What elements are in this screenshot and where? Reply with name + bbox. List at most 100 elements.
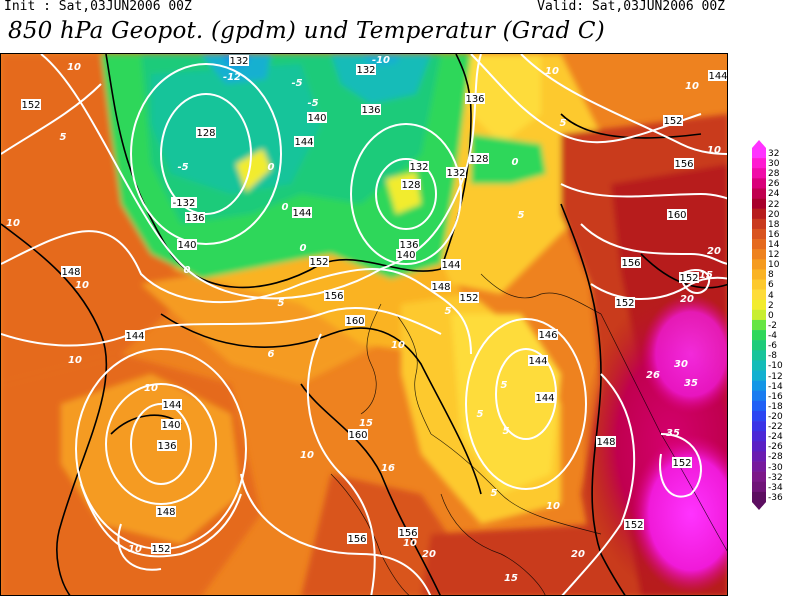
geopotential-label-box [177, 239, 197, 250]
colorbar-cell [752, 158, 766, 169]
geopotential-label-box [401, 179, 421, 190]
colorbar-cell [752, 330, 766, 341]
geopotential-label: 132 [229, 56, 248, 67]
colorbar-label: 12 [768, 250, 780, 261]
temperature-label: 15 [699, 270, 713, 281]
temperature-label: 10 [546, 501, 560, 512]
geopotential-label-box [196, 127, 216, 138]
temperature-label: 10 [67, 62, 81, 73]
geopotential-label-box [469, 153, 489, 164]
geopotential-label: 152 [615, 298, 634, 309]
geopotential-label-box [125, 330, 145, 341]
colorbar-label: -6 [768, 341, 777, 352]
geopotential-label: 156 [621, 258, 640, 269]
geopotential-label-box [157, 440, 177, 451]
colorbar-label: -30 [768, 462, 783, 473]
chart-title: 850 hPa Geopot. (gpdm) und Temperatur (G… [8, 18, 605, 44]
colorbar-label: 22 [768, 199, 780, 210]
colorbar-cell [752, 441, 766, 452]
colorbar-cell [752, 491, 766, 503]
geopotential-label: 146 [538, 330, 557, 341]
colorbar-label: 20 [768, 209, 780, 220]
colorbar-cell [752, 370, 766, 381]
temperature-label: 30 [674, 359, 688, 370]
geopotential-label-box [347, 533, 367, 544]
geopotential-label-box [161, 419, 181, 430]
temperature-label: 5 [445, 306, 452, 317]
geopotential-label-box [307, 112, 327, 123]
colorbar-cell [752, 259, 766, 270]
colorbar-label: -16 [768, 391, 783, 402]
geopotential-label-box [431, 281, 451, 292]
geopotential-label-box [292, 207, 312, 218]
colorbar-label: 18 [768, 219, 780, 230]
temperature-label: 10 [68, 355, 82, 366]
colorbar-label: 4 [768, 290, 774, 301]
geopotential-label: 156 [398, 528, 417, 539]
colorbar-cell [752, 481, 766, 493]
weather-map: 152 132 132 136 140 128 144 132 128 132 128 136 -132… [0, 53, 728, 596]
geopotential-label: 144 [528, 356, 547, 367]
colorbar-label: -24 [768, 432, 783, 443]
geopotential-label: 132 [446, 168, 465, 179]
geopotential-label: 140 [307, 113, 326, 124]
geopotential-label-box [663, 115, 683, 126]
temperature-label: -5 [177, 162, 188, 173]
geopotential-label: 148 [431, 282, 450, 293]
temperature-label: -10 [372, 55, 390, 66]
temperature-label: 20 [422, 549, 436, 560]
geopotential-label: 148 [61, 267, 80, 278]
geopotential-label-box [348, 429, 368, 440]
colorbar-label: -4 [768, 331, 777, 342]
geopotential-label-box [708, 70, 727, 81]
colorbar-bottom-arrow [752, 502, 766, 510]
colorbar-cell [752, 319, 766, 331]
geopotential-label-box [171, 197, 197, 208]
geopotential-label: 148 [596, 437, 615, 448]
colorbar-cell [752, 360, 766, 371]
geopotential-label-box [21, 99, 41, 110]
temperature-label: 16 [381, 463, 395, 474]
colorbar-label: 32 [768, 149, 780, 159]
colorbar-cell [752, 340, 766, 351]
temperature-label: 10 [6, 218, 20, 229]
colorbar-cell [752, 228, 766, 240]
temperature-label: -5 [307, 98, 318, 109]
colorbar-cell [752, 400, 766, 412]
geopotential-label: 136 [399, 240, 418, 251]
colorbar-label: -14 [768, 381, 783, 392]
colorbar-label: -26 [768, 442, 783, 453]
geopotential-label: 156 [324, 291, 343, 302]
colorbar-cell [752, 289, 766, 301]
geopotential-label: 152 [309, 257, 328, 268]
geopotential-label: 152 [672, 458, 691, 469]
colorbar-label: 16 [768, 229, 780, 240]
temperature-label: 15 [504, 573, 518, 584]
geopotential-label-box [399, 239, 419, 250]
geopotential-label: -132 [173, 198, 196, 209]
temperature-label: 0 [512, 157, 519, 168]
geopotential-label: 140 [177, 240, 196, 251]
geopotential-label-box [441, 259, 461, 270]
colorbar-label: 0 [768, 310, 774, 321]
geopotential-label-box [615, 297, 635, 308]
geopotential-label: 160 [667, 210, 686, 221]
colorbar-cell [752, 168, 766, 179]
geopotential-label-box [294, 136, 314, 147]
colorbar-label: -8 [768, 351, 777, 362]
geopotential-label-box [459, 292, 479, 303]
temperature-label: 10 [75, 280, 89, 291]
colorbar-label: -18 [768, 401, 783, 412]
colorbar-label: 14 [768, 240, 780, 251]
temperature-label: 20 [680, 294, 694, 305]
geopotential-label-box [61, 266, 81, 277]
temperature-colorbar [752, 140, 766, 510]
colorbar-cell [752, 178, 766, 189]
geopotential-label-box [361, 104, 381, 115]
colorbar-cell [752, 269, 766, 280]
geopotential-label: 144 [292, 208, 311, 219]
colorbar-cell [752, 249, 766, 260]
geopotential-label: 140 [396, 250, 415, 261]
temperature-label: 15 [359, 418, 373, 429]
colorbar-cell [752, 208, 766, 220]
